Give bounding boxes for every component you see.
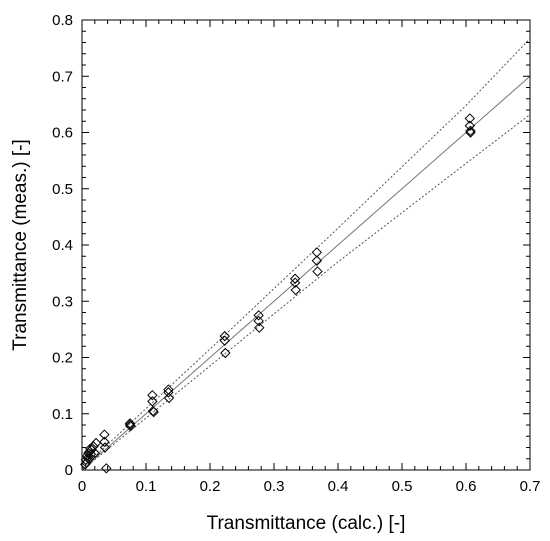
data-point <box>101 463 112 474</box>
bound-line-2 <box>81 114 531 471</box>
data-point <box>124 418 136 429</box>
data-point <box>311 255 323 266</box>
y-tick-label: 0.2 <box>52 350 73 367</box>
data-point <box>99 442 111 453</box>
data-point <box>219 335 230 346</box>
data-point <box>464 120 476 131</box>
data-point <box>254 322 265 333</box>
x-tick-label: 0.6 <box>456 478 477 495</box>
y-tick-label: 0 <box>65 462 73 479</box>
data-point <box>147 389 158 401</box>
y-tick-label: 0.4 <box>52 237 73 254</box>
data-point <box>88 441 99 452</box>
data-point <box>219 330 230 342</box>
x-tick-label: 0.4 <box>328 478 349 495</box>
y-axis-title: Transmittance (meas.) [-] <box>10 139 31 351</box>
y-tick-label: 0.3 <box>52 293 73 310</box>
data-point <box>125 420 136 432</box>
reference-lines <box>81 38 531 471</box>
axis-ticks <box>81 19 531 471</box>
y-tick-label: 0.6 <box>52 125 73 142</box>
data-point <box>289 277 301 288</box>
data-point <box>253 310 264 321</box>
x-tick-label: 0 <box>78 478 86 495</box>
data-point <box>312 266 323 277</box>
y-tick-label: 0.7 <box>52 68 73 85</box>
x-tick-label: 0.2 <box>200 478 221 495</box>
y-tick-label: 0.5 <box>52 181 73 198</box>
identity-line <box>81 75 531 471</box>
x-tick-label: 0.1 <box>136 478 157 495</box>
data-point <box>290 284 301 296</box>
data-point <box>163 384 174 395</box>
data-point <box>148 406 159 418</box>
x-tick-label: 0.3 <box>264 478 285 495</box>
data-point <box>289 273 301 284</box>
data-points <box>79 113 476 474</box>
bound-line-1 <box>81 38 531 469</box>
y-tick-labels: 0 0.1 0.2 0.3 0.4 0.5 0.6 0.7 0.8 <box>52 12 73 479</box>
data-point <box>465 125 476 137</box>
data-point <box>89 447 101 459</box>
data-point <box>464 113 476 124</box>
data-point <box>311 247 323 258</box>
x-tick-label: 0.7 <box>520 478 541 495</box>
data-point <box>99 436 110 448</box>
x-tick-label: 0.5 <box>392 478 413 495</box>
data-point <box>163 392 175 404</box>
data-point <box>220 347 231 359</box>
data-point <box>90 437 102 449</box>
data-point <box>163 387 174 398</box>
x-tick-labels: 0 0.1 0.2 0.3 0.4 0.5 0.6 0.7 <box>78 478 541 495</box>
data-point <box>99 429 110 440</box>
data-point <box>85 449 97 460</box>
data-point <box>81 457 92 468</box>
data-point <box>147 396 158 407</box>
data-point <box>81 450 93 462</box>
x-axis-title: Transmittance (calc.) [-] <box>207 513 406 534</box>
y-tick-label: 0.8 <box>52 12 73 29</box>
y-tick-label: 0.1 <box>52 406 73 423</box>
data-point <box>465 127 476 138</box>
data-point <box>253 315 264 327</box>
